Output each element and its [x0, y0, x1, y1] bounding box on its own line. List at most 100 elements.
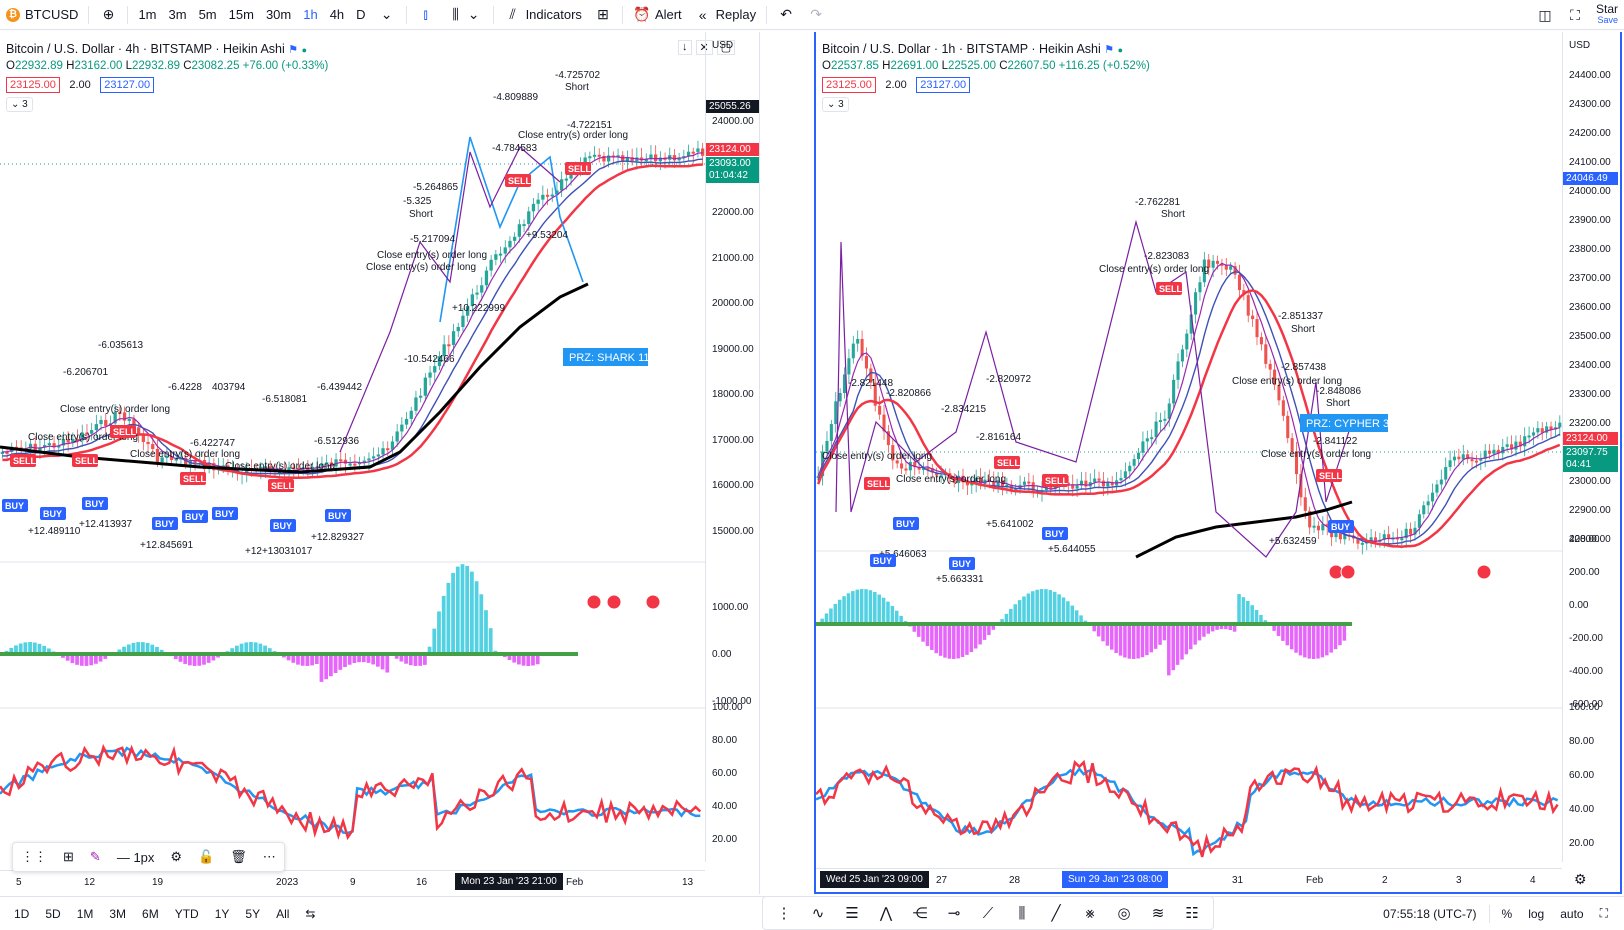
range-5y[interactable]: 5Y — [245, 906, 261, 921]
horizontal-line-icon[interactable]: ⊸ — [947, 905, 961, 922]
range-all[interactable]: All — [276, 906, 290, 921]
web-icon[interactable]: ⨳ — [1085, 904, 1095, 922]
range-1y[interactable]: 1Y — [214, 906, 230, 921]
right-sell-price[interactable]: 23125.00 — [822, 77, 876, 93]
save-block[interactable]: Star Save — [1596, 3, 1618, 26]
right-time-axis[interactable]: 27 28 31 Feb 2 3 4 Wed 25 Jan '23 09:00 Sun 29… — [816, 868, 1562, 892]
trash-icon[interactable]: 🗑 — [230, 849, 247, 864]
timeframe-dropdown[interactable]: ⌄ — [372, 0, 402, 30]
gann-icon[interactable]: ◎ — [1117, 905, 1131, 922]
right-settings-icon[interactable]: ⚙ — [1574, 871, 1587, 887]
scroll-down-icon[interactable]: ↓ — [678, 40, 692, 55]
event-flag-icon[interactable] — [586, 594, 602, 610]
tf-4h[interactable]: 4h — [329, 7, 345, 22]
event-flag-icon[interactable] — [606, 594, 622, 610]
range-5d[interactable]: 5D — [45, 906, 61, 921]
pattern-icon[interactable]: ∿ — [811, 905, 825, 922]
right-price-axis[interactable]: USD 24400.00 24300.00 24200.00 24100.00 2400… — [1562, 32, 1618, 862]
range-1d[interactable]: 1D — [14, 906, 30, 921]
percent-toggle[interactable]: % — [1501, 906, 1513, 921]
bar-style-bars-button[interactable]: ⫾ — [411, 0, 441, 30]
date-range-icon[interactable]: ⇆ — [305, 906, 316, 921]
fit-icon[interactable]: ⛶ — [1599, 906, 1608, 920]
lock-icon[interactable]: 🔓 — [198, 849, 215, 864]
xabcd-icon[interactable]: ⋀ — [879, 905, 893, 922]
log-toggle[interactable]: log — [1528, 906, 1545, 921]
compare-button[interactable]: ⊕ — [93, 0, 123, 30]
left-buy-price[interactable]: 23127.00 — [100, 77, 155, 93]
maximize-icon[interactable]: ▢ — [716, 40, 736, 55]
divider — [1488, 904, 1490, 923]
left-qty[interactable]: 2.00 — [69, 79, 91, 91]
more-icon[interactable]: ⋯ — [262, 849, 276, 864]
channel-icon[interactable]: ≋ — [1151, 905, 1165, 922]
left-sell-price[interactable]: 23125.00 — [6, 77, 60, 93]
fib-channel-icon[interactable]: ☷ — [1185, 905, 1199, 922]
candle-body — [1413, 527, 1417, 535]
tf-30m[interactable]: 30m — [265, 7, 292, 22]
auto-toggle[interactable]: auto — [1560, 906, 1584, 921]
template-icon[interactable]: ⊞ — [63, 849, 74, 864]
tf-3m[interactable]: 3m — [168, 7, 187, 22]
event-flag-icon[interactable] — [645, 594, 661, 610]
columns-icon[interactable]: ⫼ — [1018, 904, 1026, 922]
indicators-button[interactable]: ⫽ Indicators — [498, 0, 588, 30]
right-indicator-toggle[interactable]: ⌄ 3 — [822, 97, 849, 112]
symbol-search[interactable]: ₿ BTCUSD — [0, 0, 84, 30]
alert-button[interactable]: ⏰ Alert — [627, 0, 688, 30]
macd-bar — [1048, 590, 1053, 624]
replay-button[interactable]: « Replay — [688, 0, 762, 30]
left-chart-pane[interactable]: -4.725702 Short -4.809889 -4.722151 Close en… — [0, 32, 760, 894]
redo-button[interactable]: ↷ — [801, 0, 831, 30]
event-flag-icon[interactable] — [1476, 564, 1492, 580]
macd-bar — [1237, 594, 1241, 624]
event-flag-icon[interactable] — [1340, 564, 1356, 580]
divider — [621, 5, 623, 24]
drag-handle-icon[interactable]: ⋮ — [776, 905, 792, 922]
candle-body — [1479, 458, 1483, 461]
pitchfork-icon[interactable]: ⋲ — [912, 905, 928, 922]
close-icon[interactable]: ✕ — [695, 40, 713, 55]
candle-body — [1273, 369, 1277, 385]
line-width-control[interactable]: — 1px — [116, 849, 155, 865]
undo-button[interactable]: ↶ — [771, 0, 801, 30]
layout-split-button[interactable]: ◫ — [1530, 0, 1560, 30]
fib-icon[interactable]: ☰ — [845, 905, 859, 922]
candle-body — [1549, 426, 1553, 430]
right-time-cursor-1: Wed 25 Jan '23 09:00 — [820, 871, 929, 888]
candle-body — [306, 467, 310, 472]
signal-label: -6.035613 — [98, 340, 143, 351]
tf-15m[interactable]: 15m — [228, 7, 254, 22]
range-3m[interactable]: 3M — [109, 906, 127, 921]
candle-body — [165, 456, 169, 459]
macd-bar — [338, 654, 343, 670]
chart-type-button[interactable]: ⫼ ⌄ — [441, 0, 489, 30]
pencil-icon[interactable]: ✎ — [89, 849, 101, 864]
range-ytd[interactable]: YTD — [174, 906, 199, 921]
tf-1m[interactable]: 1m — [138, 7, 157, 22]
right-buy-price[interactable]: 23127.00 — [916, 77, 971, 93]
range-6m[interactable]: 6M — [142, 906, 159, 921]
left-price-axis[interactable]: USD 24000.0023000.0022000.0021000.002000… — [705, 32, 759, 862]
tf-d[interactable]: D — [356, 7, 366, 22]
tf-5m[interactable]: 5m — [198, 7, 217, 22]
fullscreen-button[interactable]: ⛶ — [1560, 0, 1590, 30]
range-1m[interactable]: 1M — [76, 906, 94, 921]
layout-button[interactable]: ⊞ — [588, 0, 618, 30]
left-time-axis[interactable]: 5 12 19 2023 9 16 Feb 13 Mon 23 Jan '23 21:00 — [0, 870, 705, 894]
tf-1h[interactable]: 1h — [303, 7, 318, 22]
left-indicator-toggle[interactable]: ⌄ 3 — [6, 97, 33, 112]
candle-body — [193, 461, 197, 464]
candle-body — [1224, 264, 1228, 270]
clock[interactable]: 07:55:18 (UTC-7) — [1383, 906, 1477, 921]
ray-icon[interactable]: ⟋ — [982, 904, 994, 922]
macd-bar — [912, 624, 917, 632]
macd-bar — [465, 565, 470, 654]
settings-icon[interactable]: ⚙ — [170, 849, 183, 864]
trend-line-icon[interactable]: ╱ — [1051, 905, 1061, 922]
drag-handle-icon[interactable]: ⋮⋮ — [21, 849, 47, 864]
right-qty[interactable]: 2.00 — [885, 79, 907, 91]
right-chart-pane[interactable]: -2.762281 Short -2.823083 Close entry(s) or… — [814, 32, 1622, 894]
